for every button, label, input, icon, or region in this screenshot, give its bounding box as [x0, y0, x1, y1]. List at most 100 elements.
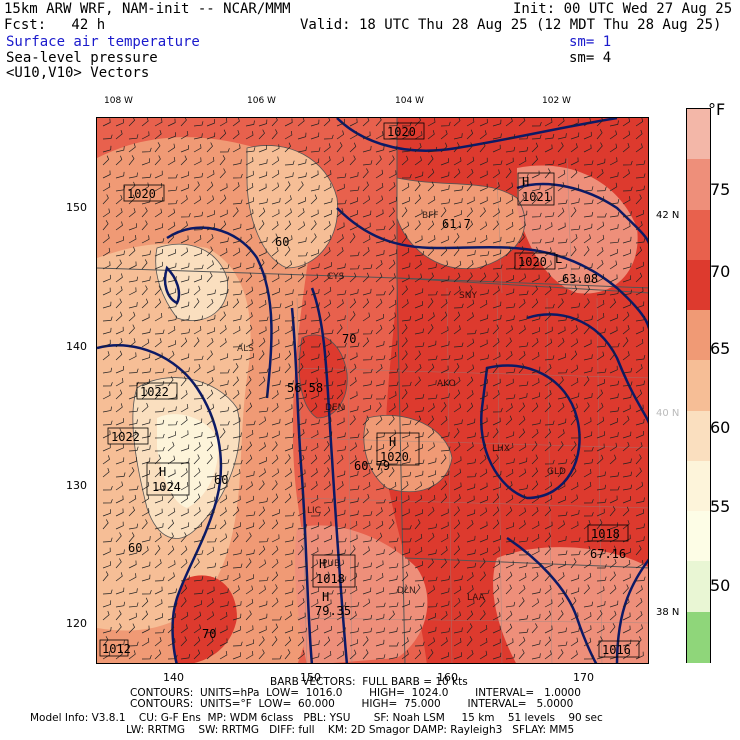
wind-barb [128, 118, 136, 127]
wind-barb [115, 549, 125, 556]
wind-barb [596, 142, 603, 153]
wind-barb [128, 419, 138, 426]
wind-barb [349, 562, 359, 569]
wind-barb [167, 302, 178, 309]
wind-barb [336, 222, 345, 231]
wind-barb [180, 118, 187, 127]
wind-barb [115, 418, 124, 426]
wind-barb [622, 573, 631, 582]
wind-barb [180, 522, 190, 530]
wind-barb [596, 351, 605, 361]
wind-barb [362, 459, 373, 465]
wind-barb [154, 485, 165, 491]
wind-barb [336, 588, 347, 595]
wind-barb [128, 650, 136, 660]
wind-barb [141, 313, 150, 322]
wind-barb [193, 636, 201, 647]
wind-barb [570, 118, 579, 127]
wind-barb [596, 498, 607, 504]
wind-barb [427, 403, 435, 413]
wind-barb [505, 134, 516, 140]
wind-barb [245, 610, 252, 621]
legend-swatch [687, 511, 710, 563]
wind-barb [310, 430, 319, 439]
wind-barb [635, 536, 645, 543]
wind-barb [427, 263, 437, 270]
wind-barb [271, 169, 280, 179]
wind-barb [596, 168, 604, 179]
wind-barb [310, 170, 319, 179]
wind-barb [297, 508, 306, 517]
wind-barb [310, 652, 320, 660]
legend-label-75: 75 [710, 180, 731, 199]
wind-barb [323, 417, 332, 426]
wind-barb [375, 573, 384, 582]
wind-barb [635, 454, 642, 465]
wind-barb [245, 402, 253, 413]
wind-barb [167, 441, 175, 452]
wind-barb [115, 118, 124, 127]
wind-barb [414, 376, 421, 387]
wind-barb [310, 194, 318, 205]
wind-barb [180, 337, 188, 348]
wind-barb [271, 209, 280, 218]
wind-barb [180, 145, 189, 153]
wind-barb [362, 636, 369, 647]
temp-fill-sw-hot [171, 575, 237, 663]
station-cys: CYS [327, 272, 345, 282]
wind-barb [518, 636, 526, 647]
wind-barb [284, 600, 294, 608]
wind-barb [492, 169, 500, 179]
wind-barb [128, 368, 139, 374]
wind-barb [492, 546, 500, 556]
wind-barb [635, 380, 645, 387]
wind-barb [622, 431, 632, 439]
wind-barb [518, 173, 529, 179]
wind-barb [102, 145, 112, 153]
wind-barb [141, 470, 150, 478]
wind-barb [518, 342, 529, 348]
wind-barb [310, 220, 317, 231]
wind-barb [505, 168, 512, 179]
wind-barb [466, 220, 474, 231]
temp-label-60-a: 60 [275, 235, 289, 249]
lon-label-104w: 104 W [395, 96, 424, 106]
wind-barb [375, 549, 385, 556]
wind-barb [323, 118, 331, 127]
wind-barb [141, 536, 151, 543]
wind-barb [180, 130, 189, 140]
wind-barb [544, 561, 553, 569]
wind-barb [115, 259, 122, 270]
wind-barb [531, 352, 540, 361]
wind-barb [479, 441, 487, 452]
wind-barb [297, 251, 308, 257]
wind-barb [635, 523, 645, 530]
wind-barb [609, 182, 618, 192]
wind-barb [128, 134, 139, 140]
wind-barb [505, 221, 514, 231]
wind-barb [206, 586, 215, 595]
wind-barb [115, 572, 123, 582]
border-ne-co [396, 277, 648, 294]
wind-barb [232, 641, 243, 647]
wind-barb [349, 197, 358, 205]
wind-barb [219, 470, 229, 478]
wind-barb [583, 171, 593, 179]
wind-barb [349, 442, 357, 452]
wind-barb [206, 210, 215, 218]
wind-barb [219, 533, 227, 543]
wind-barb [349, 377, 357, 387]
wind-barb [583, 186, 594, 192]
wind-barb [622, 275, 632, 283]
wind-barb [635, 160, 646, 166]
legend-swatch [687, 109, 710, 161]
wind-barb [141, 259, 148, 270]
wind-barb [193, 649, 201, 660]
wind-barb [245, 365, 254, 374]
wind-barb [531, 185, 541, 192]
wind-barb [440, 121, 451, 127]
wind-barb [206, 260, 214, 270]
wind-barb [518, 442, 527, 452]
wind-barb [453, 118, 461, 127]
wind-barb [518, 550, 529, 556]
